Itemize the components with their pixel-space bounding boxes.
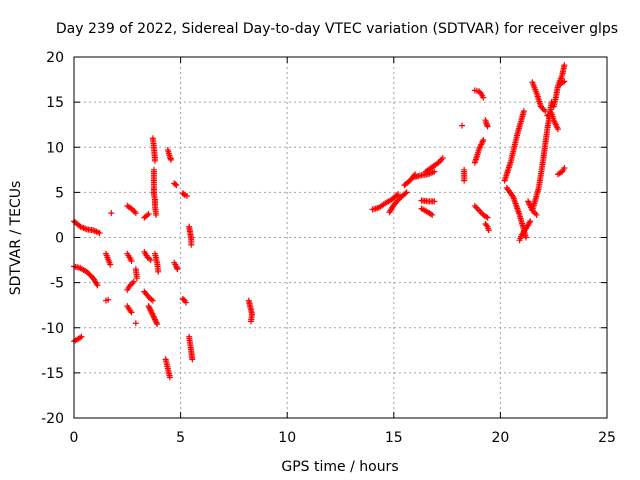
data-point-plus-marker — [183, 192, 190, 199]
data-point-plus-marker — [480, 94, 487, 101]
y-tick-label: -5 — [50, 276, 64, 292]
x-axis-label: GPS time / hours — [281, 459, 398, 475]
data-point-plus-marker — [431, 198, 438, 205]
data-point-plus-marker — [554, 126, 561, 133]
data-point-plus-marker — [182, 299, 189, 306]
data-point-plus-marker — [107, 261, 114, 268]
y-tick-label: -10 — [41, 321, 64, 337]
y-tick-label: 10 — [46, 140, 64, 156]
x-tick-label: 0 — [70, 430, 79, 446]
data-point-plus-marker — [130, 278, 137, 285]
data-point-plus-marker — [561, 165, 568, 172]
x-tick-label: 10 — [278, 430, 296, 446]
data-point-plus-marker — [128, 309, 135, 316]
data-point-plus-marker — [480, 137, 487, 144]
axis-ticks: 0 5 10 15 20 25 -20 -15 -10 -5 0 5 10 15 20 — [41, 50, 616, 446]
data-point-plus-marker — [461, 177, 468, 184]
data-point-plus-marker — [149, 297, 156, 304]
data-point-plus-marker — [132, 210, 139, 217]
chart-title: Day 239 of 2022, Sidereal Day-to-day VTE… — [56, 21, 618, 37]
data-point-plus-marker — [133, 275, 140, 282]
data-point-plus-marker — [403, 189, 410, 196]
y-tick-label: -20 — [41, 411, 64, 427]
data-point-plus-marker — [439, 155, 446, 162]
data-point-plus-marker — [168, 156, 175, 163]
data-point-plus-marker — [485, 227, 492, 234]
data-point-plus-marker — [188, 241, 195, 248]
data-point-plus-marker — [402, 190, 409, 197]
y-tick-label: -15 — [41, 366, 64, 382]
y-tick-label: 15 — [46, 95, 64, 111]
data-point-plus-marker — [147, 257, 154, 264]
data-point-plus-marker — [459, 122, 466, 129]
data-point-plus-marker — [395, 191, 402, 198]
y-tick-label: 5 — [55, 185, 64, 201]
x-tick-label: 25 — [598, 430, 616, 446]
data-point-plus-marker — [431, 168, 438, 175]
data-point-plus-marker — [477, 89, 484, 96]
data-point-plus-marker — [132, 320, 139, 327]
x-tick-label: 15 — [385, 430, 403, 446]
plot-frame — [73, 56, 608, 419]
data-point-plus-marker — [154, 321, 161, 328]
data-point-plus-marker — [174, 266, 181, 273]
data-point-plus-marker — [108, 210, 115, 217]
data-point-plus-marker — [533, 211, 540, 218]
y-tick-label: 20 — [46, 50, 64, 66]
y-axis-label: SDTVAR / TECUs — [8, 181, 24, 296]
data-point-plus-marker — [78, 333, 85, 340]
y-tick-label: 0 — [55, 231, 64, 247]
grid-lines — [74, 57, 607, 418]
data-point-plus-marker — [520, 108, 527, 115]
data-point-plus-marker — [128, 257, 135, 264]
data-point-plus-marker — [127, 308, 134, 315]
data-point-plus-marker — [152, 157, 159, 164]
data-point-plus-marker — [155, 268, 162, 275]
data-point-plus-marker — [483, 222, 490, 229]
data-point-plus-marker — [96, 229, 103, 236]
data-point-plus-marker — [105, 296, 112, 303]
data-point-plus-marker — [429, 211, 436, 218]
data-point-plus-marker — [247, 318, 254, 325]
data-point-plus-marker — [561, 78, 568, 85]
data-point-plus-marker — [527, 218, 534, 225]
data-point-plus-marker — [484, 214, 491, 221]
data-point-plus-marker — [172, 181, 179, 188]
data-point-plus-marker — [180, 191, 187, 198]
data-point-plus-marker — [189, 356, 196, 363]
x-tick-label: 20 — [491, 430, 509, 446]
data-point-plus-marker — [393, 192, 400, 199]
data-points — [71, 62, 568, 381]
x-tick-label: 5 — [176, 430, 185, 446]
data-point-plus-marker — [145, 211, 152, 218]
data-point-plus-marker — [173, 182, 180, 189]
data-point-plus-marker — [94, 282, 101, 289]
data-point-plus-marker — [561, 62, 568, 69]
data-point-plus-marker — [166, 374, 173, 381]
data-point-plus-marker — [542, 108, 549, 115]
data-point-plus-marker — [522, 234, 529, 241]
data-point-plus-marker — [484, 123, 491, 130]
data-point-plus-marker — [153, 211, 160, 218]
